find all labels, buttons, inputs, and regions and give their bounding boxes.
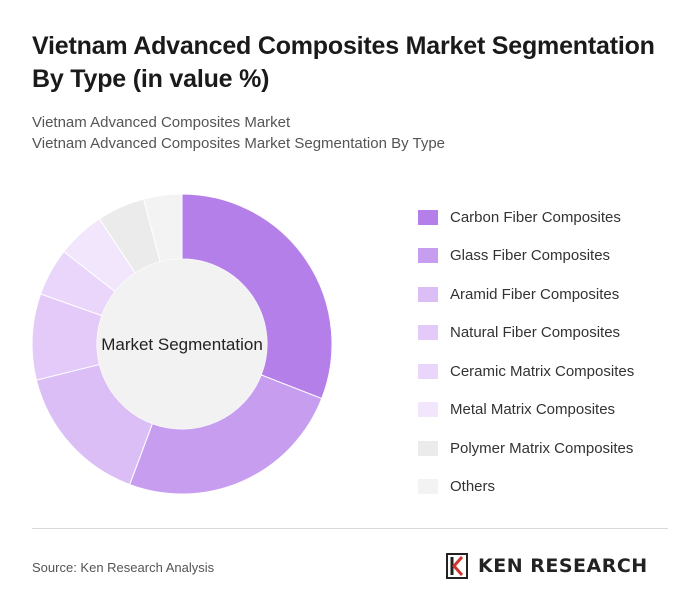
legend-swatch xyxy=(418,363,438,379)
chart-subtitle-market: Vietnam Advanced Composites Market xyxy=(32,114,291,131)
legend-label: Aramid Fiber Composites xyxy=(450,285,620,303)
legend-label: Others xyxy=(450,478,496,496)
legend-label: Polymer Matrix Composites xyxy=(450,439,634,457)
legend-item-others[interactable]: Others xyxy=(418,468,688,507)
legend-label: Metal Matrix Composites xyxy=(450,401,616,419)
chart-subtitle-segmentation: Vietnam Advanced Composites Market Segme… xyxy=(32,135,446,152)
logo-mark-icon xyxy=(446,553,468,579)
legend-swatch xyxy=(418,479,438,495)
ken-research-logo: KEN RESEARCH xyxy=(446,552,648,580)
legend-label: Ceramic Matrix Composites xyxy=(450,362,635,380)
legend-item-natural-fiber-composites[interactable]: Natural Fiber Composites xyxy=(418,314,688,353)
legend-item-carbon-fiber-composites[interactable]: Carbon Fiber Composites xyxy=(418,198,688,237)
source-note: Source: Ken Research Analysis xyxy=(32,560,215,575)
legend-label: Glass Fiber Composites xyxy=(450,247,611,265)
donut-chart: Market Segmentation xyxy=(31,193,333,495)
donut-center xyxy=(97,259,267,429)
legend-swatch xyxy=(418,286,438,302)
legend-item-aramid-fiber-composites[interactable]: Aramid Fiber Composites xyxy=(418,275,688,314)
chart-legend: Carbon Fiber Composites Glass Fiber Compo… xyxy=(418,198,688,506)
legend-swatch xyxy=(418,248,438,264)
logo-text: KEN RESEARCH xyxy=(478,555,648,577)
donut-center-label: Market Segmentation xyxy=(101,335,263,354)
legend-item-glass-fiber-composites[interactable]: Glass Fiber Composites xyxy=(418,237,688,276)
legend-swatch xyxy=(418,209,438,225)
legend-label: Carbon Fiber Composites xyxy=(450,208,621,226)
donut-slices xyxy=(31,193,333,495)
legend-item-ceramic-matrix-composites[interactable]: Ceramic Matrix Composites xyxy=(418,352,688,391)
legend-swatch xyxy=(418,440,438,456)
legend-item-metal-matrix-composites[interactable]: Metal Matrix Composites xyxy=(418,391,688,430)
footer-divider xyxy=(32,528,668,529)
legend-swatch xyxy=(418,325,438,341)
legend-swatch xyxy=(418,402,438,418)
legend-label: Natural Fiber Composites xyxy=(450,324,621,342)
legend-item-polymer-matrix-composites[interactable]: Polymer Matrix Composites xyxy=(418,429,688,468)
chart-title: Vietnam Advanced Composites Market Segme… xyxy=(32,32,655,93)
